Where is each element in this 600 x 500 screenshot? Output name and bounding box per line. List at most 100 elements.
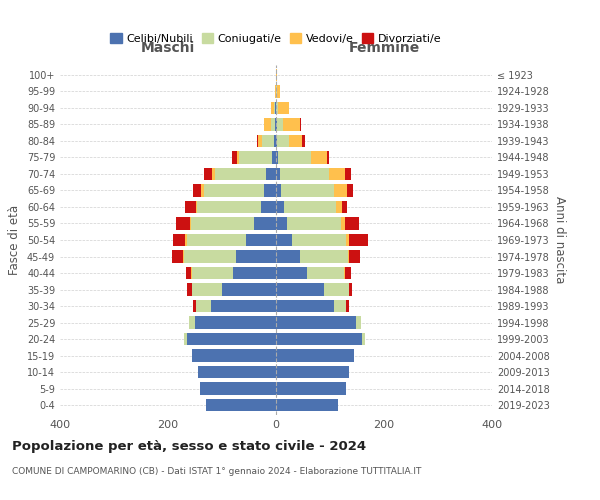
- Bar: [287, 218, 341, 230]
- Bar: [346, 234, 349, 246]
- Bar: [277, 135, 289, 147]
- Bar: [191, 267, 193, 279]
- Bar: [271, 118, 275, 130]
- Bar: [183, 250, 184, 262]
- Bar: [301, 250, 348, 262]
- Bar: [184, 250, 235, 262]
- Bar: [349, 284, 352, 296]
- Bar: [233, 267, 276, 279]
- Bar: [276, 218, 287, 230]
- Bar: [278, 152, 311, 164]
- Bar: [239, 152, 272, 164]
- Bar: [281, 184, 334, 196]
- Bar: [186, 267, 191, 279]
- Bar: [172, 250, 183, 262]
- Bar: [276, 234, 292, 246]
- Bar: [337, 201, 342, 213]
- Bar: [276, 168, 280, 180]
- Bar: [276, 152, 278, 164]
- Bar: [198, 366, 276, 378]
- Bar: [193, 267, 233, 279]
- Bar: [292, 234, 346, 246]
- Bar: [196, 201, 197, 213]
- Bar: [276, 267, 307, 279]
- Bar: [275, 85, 276, 98]
- Bar: [274, 102, 275, 114]
- Y-axis label: Anni di nascita: Anni di nascita: [553, 196, 566, 284]
- Bar: [193, 284, 222, 296]
- Bar: [276, 333, 362, 345]
- Bar: [272, 152, 276, 164]
- Bar: [341, 218, 345, 230]
- Bar: [261, 201, 276, 213]
- Bar: [280, 168, 329, 180]
- Bar: [187, 284, 193, 296]
- Bar: [334, 300, 346, 312]
- Bar: [266, 168, 276, 180]
- Bar: [211, 300, 276, 312]
- Bar: [232, 152, 236, 164]
- Bar: [347, 184, 353, 196]
- Bar: [276, 102, 278, 114]
- Bar: [277, 85, 280, 98]
- Bar: [276, 135, 277, 147]
- Bar: [173, 234, 185, 246]
- Bar: [206, 399, 276, 411]
- Bar: [276, 68, 277, 81]
- Bar: [349, 250, 360, 262]
- Bar: [197, 201, 261, 213]
- Bar: [329, 168, 345, 180]
- Bar: [271, 102, 274, 114]
- Bar: [185, 201, 196, 213]
- Text: COMUNE DI CAMPOMARINO (CB) - Dati ISTAT 1° gennaio 2024 - Elaborazione TUTTITALI: COMUNE DI CAMPOMARINO (CB) - Dati ISTAT …: [12, 468, 421, 476]
- Bar: [184, 333, 187, 345]
- Bar: [274, 135, 276, 147]
- Bar: [215, 168, 266, 180]
- Bar: [278, 102, 289, 114]
- Bar: [187, 234, 247, 246]
- Bar: [188, 316, 195, 328]
- Bar: [334, 184, 347, 196]
- Text: Popolazione per età, sesso e stato civile - 2024: Popolazione per età, sesso e stato civil…: [12, 440, 366, 453]
- Bar: [185, 234, 187, 246]
- Bar: [190, 218, 191, 230]
- Y-axis label: Fasce di età: Fasce di età: [8, 205, 21, 275]
- Bar: [276, 250, 301, 262]
- Bar: [257, 135, 262, 147]
- Text: Femmine: Femmine: [349, 41, 419, 55]
- Bar: [345, 168, 350, 180]
- Bar: [344, 267, 345, 279]
- Bar: [349, 234, 368, 246]
- Bar: [204, 168, 212, 180]
- Bar: [345, 218, 359, 230]
- Bar: [307, 267, 344, 279]
- Bar: [276, 366, 349, 378]
- Bar: [327, 152, 329, 164]
- Bar: [342, 201, 347, 213]
- Bar: [195, 316, 276, 328]
- Bar: [323, 284, 349, 296]
- Text: Maschi: Maschi: [141, 41, 195, 55]
- Bar: [276, 184, 281, 196]
- Bar: [277, 118, 283, 130]
- Bar: [284, 201, 337, 213]
- Bar: [276, 201, 284, 213]
- Bar: [212, 168, 215, 180]
- Bar: [202, 184, 203, 196]
- Bar: [362, 333, 365, 345]
- Bar: [176, 218, 190, 230]
- Bar: [276, 300, 334, 312]
- Bar: [193, 184, 202, 196]
- Bar: [348, 250, 349, 262]
- Bar: [264, 118, 271, 130]
- Bar: [311, 152, 327, 164]
- Bar: [276, 382, 346, 395]
- Bar: [276, 316, 356, 328]
- Bar: [193, 350, 276, 362]
- Bar: [196, 300, 211, 312]
- Bar: [193, 300, 196, 312]
- Bar: [302, 135, 305, 147]
- Bar: [262, 135, 274, 147]
- Bar: [276, 350, 354, 362]
- Bar: [276, 399, 338, 411]
